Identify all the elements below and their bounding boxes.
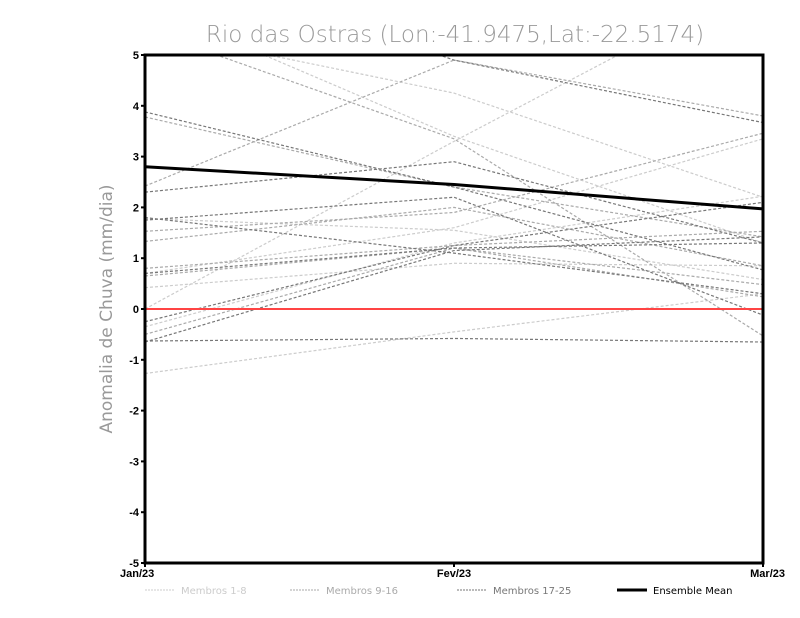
y-tick-label: -2 bbox=[129, 406, 139, 418]
y-tick-label: 2 bbox=[133, 202, 139, 214]
legend: Membros 1-8 Membros 9-16 Membros 17-25 Ense… bbox=[145, 586, 732, 597]
legend-label: Ensemble Mean bbox=[653, 586, 732, 597]
x-tick-label: Fev/23 bbox=[437, 568, 471, 580]
y-tick-label: -1 bbox=[129, 355, 139, 367]
member-line-2-6 bbox=[215, 55, 763, 337]
member-line-1-8 bbox=[262, 55, 763, 244]
member-line-3-9 bbox=[145, 242, 763, 275]
y-axis-ticks: -5 -4 -3 -2 -1 0 1 2 3 4 5 bbox=[129, 50, 145, 570]
y-tick-label: -5 bbox=[129, 558, 139, 570]
x-tick-label: Jan/23 bbox=[120, 568, 154, 580]
legend-label: Membros 17-25 bbox=[493, 586, 571, 597]
y-tick-label: 0 bbox=[133, 304, 139, 316]
member-lines bbox=[145, 55, 763, 375]
x-axis-ticks: Jan/23 Fev/23 Mar/23 bbox=[120, 563, 785, 580]
member-line-3-8 bbox=[145, 196, 763, 316]
member-line-2-8 bbox=[145, 247, 763, 298]
y-tick-label: 5 bbox=[133, 50, 139, 62]
chart-title: Rio das Ostras (Lon:-41.9475,Lat:-22.517… bbox=[206, 22, 704, 48]
x-tick-label: Mar/23 bbox=[750, 568, 785, 580]
y-axis-label: Anomalia de Chuva (mm/dia) bbox=[97, 184, 117, 433]
member-line-2-7 bbox=[145, 206, 763, 267]
member-line-3-7 bbox=[437, 55, 763, 124]
member-line-3-5 bbox=[145, 337, 763, 343]
member-line-3-4 bbox=[145, 201, 763, 323]
member-line-1-1 bbox=[265, 55, 763, 198]
member-line-2-2 bbox=[145, 59, 763, 187]
y-tick-label: -3 bbox=[129, 456, 139, 468]
member-line-2-1 bbox=[145, 116, 763, 238]
member-line-3-2 bbox=[145, 161, 763, 244]
y-tick-label: -4 bbox=[129, 507, 140, 519]
member-line-1-2 bbox=[145, 55, 620, 310]
ensemble-mean-line bbox=[145, 165, 763, 211]
y-tick-label: 3 bbox=[133, 152, 139, 164]
member-line-3-6 bbox=[145, 236, 763, 343]
y-tick-label: 4 bbox=[133, 101, 140, 113]
member-line-1-7 bbox=[145, 195, 763, 328]
member-line-1-6 bbox=[145, 217, 763, 281]
member-line-1-4 bbox=[145, 138, 763, 275]
member-line-1-5 bbox=[145, 293, 763, 375]
member-line-3-1 bbox=[145, 111, 763, 271]
member-line-1-3 bbox=[145, 262, 763, 289]
member-line-2-3 bbox=[145, 132, 763, 232]
legend-label: Membros 1-8 bbox=[181, 586, 247, 597]
member-line-3-3 bbox=[145, 216, 763, 295]
legend-label: Membros 9-16 bbox=[326, 586, 398, 597]
ensemble-mean-group bbox=[145, 165, 763, 211]
y-tick-label: 1 bbox=[133, 253, 139, 265]
member-line-2-4 bbox=[145, 230, 763, 269]
